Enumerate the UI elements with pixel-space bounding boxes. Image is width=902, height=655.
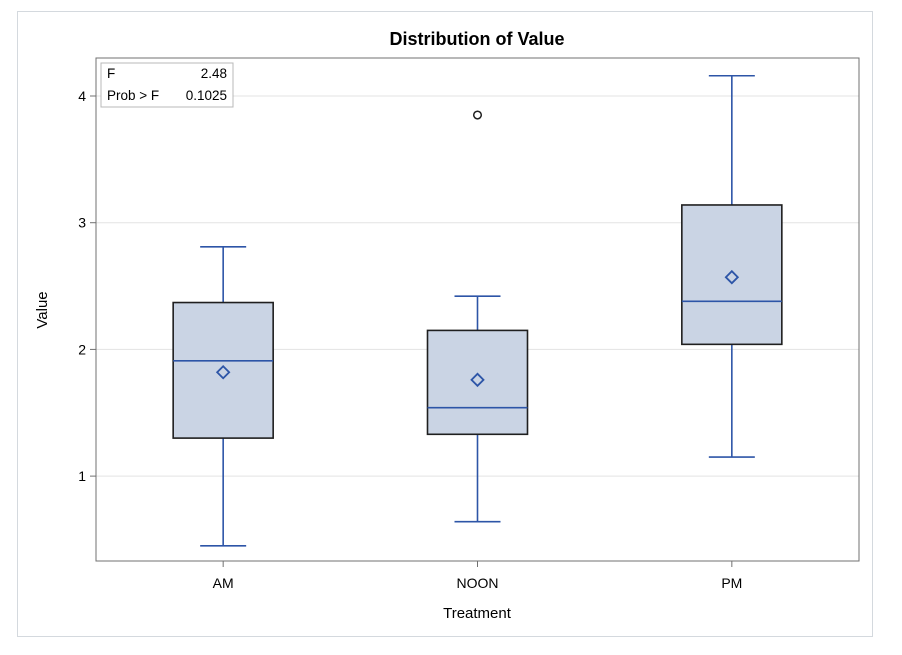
y-axis-label: Value: [34, 291, 51, 328]
box-group-noon: [426, 110, 529, 523]
boxes-layer: [172, 74, 783, 547]
stats-inset-box: [100, 62, 234, 108]
iqr-box: [681, 204, 783, 346]
inset-f-label: F: [107, 66, 115, 81]
box-group-am: [172, 245, 274, 547]
mean-marker: [470, 372, 485, 388]
y-tick-label: 4: [78, 88, 86, 104]
box-plot-chart: Distribution of Value 1 2 3 4 AM NOON PM Trea…: [34, 29, 860, 622]
chart-frame: Distribution of Value 1 2 3 4 AM NOON PM Trea…: [17, 11, 873, 637]
x-axis: AM NOON PM: [213, 561, 742, 591]
stats-inset: F 2.48 Prob > F 0.1025: [100, 62, 234, 108]
box-group-pm: [681, 74, 783, 458]
mean-marker: [215, 364, 231, 380]
y-tick-label: 1: [78, 468, 86, 484]
x-tick-label: NOON: [457, 575, 499, 591]
y-axis: 1 2 3 4: [78, 88, 96, 484]
x-axis-label: Treatment: [443, 605, 512, 622]
outlier-point: [472, 110, 483, 120]
x-tick-label: AM: [213, 575, 234, 591]
chart-title: Distribution of Value: [389, 29, 564, 49]
y-tick-label: 2: [78, 341, 86, 357]
y-tick-label: 3: [78, 215, 86, 231]
inset-prob-label: Prob > F: [107, 88, 159, 103]
iqr-box: [426, 329, 529, 436]
x-tick-label: PM: [721, 575, 742, 591]
inset-f-value: 2.48: [201, 66, 227, 81]
mean-marker: [724, 269, 740, 285]
inset-prob-value: 0.1025: [186, 88, 227, 103]
iqr-box: [172, 301, 274, 439]
